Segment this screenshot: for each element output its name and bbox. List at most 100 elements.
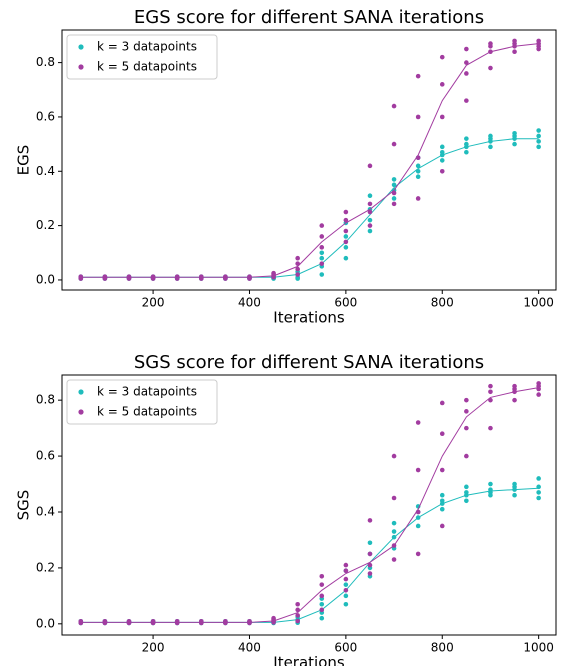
point bbox=[319, 607, 325, 613]
point bbox=[439, 492, 445, 498]
point bbox=[391, 141, 397, 147]
point bbox=[174, 619, 180, 624]
point bbox=[415, 174, 421, 180]
point bbox=[295, 255, 300, 261]
point bbox=[319, 272, 325, 277]
y-axis-label: EGS bbox=[15, 145, 33, 176]
point bbox=[415, 114, 421, 120]
point bbox=[391, 495, 397, 501]
point bbox=[319, 601, 325, 607]
y-tick-label: 0.2 bbox=[36, 560, 55, 574]
point bbox=[415, 155, 421, 160]
point bbox=[439, 400, 445, 406]
point bbox=[439, 168, 445, 174]
point bbox=[150, 274, 156, 279]
point bbox=[488, 49, 493, 55]
point bbox=[198, 274, 204, 279]
fit-line bbox=[80, 43, 539, 278]
y-tick-label: 0.0 bbox=[36, 272, 55, 286]
point bbox=[391, 520, 397, 526]
point bbox=[367, 201, 373, 207]
point bbox=[439, 506, 445, 512]
point bbox=[319, 615, 325, 621]
point bbox=[319, 261, 325, 266]
legend-box bbox=[66, 34, 218, 80]
point bbox=[391, 196, 397, 201]
point bbox=[464, 46, 469, 52]
legend-label: k = 3 datapoints bbox=[97, 40, 197, 54]
legend-label: k = 5 datapoints bbox=[97, 405, 197, 419]
chart-title: SGS score for different SANA iterations bbox=[134, 352, 484, 373]
point bbox=[488, 389, 493, 395]
point bbox=[415, 467, 421, 473]
legend-marker bbox=[78, 409, 84, 415]
legend-marker bbox=[78, 389, 84, 395]
x-axis-label: Iterations bbox=[273, 309, 345, 327]
x-tick-label: 600 bbox=[334, 296, 357, 310]
point bbox=[512, 141, 517, 147]
point bbox=[439, 114, 445, 120]
point bbox=[536, 476, 541, 481]
legend-label: k = 3 datapoints bbox=[97, 385, 197, 399]
x-tick-label: 200 bbox=[142, 296, 165, 310]
point bbox=[488, 487, 493, 492]
point bbox=[415, 515, 421, 520]
point bbox=[512, 492, 517, 498]
point bbox=[391, 201, 397, 207]
point bbox=[439, 82, 445, 87]
point bbox=[198, 619, 204, 624]
point bbox=[464, 409, 469, 414]
x-axis-label: Iterations bbox=[273, 654, 345, 667]
point bbox=[439, 149, 445, 155]
chart-title: EGS score for different SANA iterations bbox=[134, 7, 484, 28]
y-tick-label: 0.0 bbox=[36, 616, 55, 630]
point bbox=[512, 130, 517, 136]
point bbox=[319, 593, 325, 599]
point bbox=[367, 551, 373, 557]
point bbox=[536, 484, 541, 490]
fit-line bbox=[80, 487, 539, 623]
point bbox=[367, 193, 373, 199]
point bbox=[391, 190, 397, 196]
point bbox=[439, 158, 445, 163]
plot-frame bbox=[61, 374, 557, 636]
point bbox=[391, 182, 397, 188]
point bbox=[512, 481, 517, 487]
point bbox=[415, 523, 421, 529]
point bbox=[464, 149, 469, 155]
point bbox=[295, 613, 300, 618]
point bbox=[536, 490, 541, 495]
point bbox=[78, 274, 84, 279]
point bbox=[367, 562, 373, 568]
point bbox=[367, 518, 373, 523]
point bbox=[464, 60, 469, 65]
y-tick-label: 0.6 bbox=[36, 109, 55, 123]
fit-line bbox=[80, 138, 539, 278]
point bbox=[367, 540, 373, 546]
point bbox=[512, 383, 517, 389]
x-tick-label: 1000 bbox=[523, 296, 554, 310]
point bbox=[343, 234, 349, 239]
point bbox=[391, 557, 397, 562]
point bbox=[367, 223, 373, 228]
point bbox=[512, 49, 517, 55]
point bbox=[271, 615, 276, 621]
plot-frame bbox=[61, 29, 557, 291]
x-tick-label: 1000 bbox=[523, 641, 554, 655]
point bbox=[319, 234, 325, 239]
point bbox=[464, 498, 469, 504]
point bbox=[464, 484, 469, 490]
point bbox=[439, 144, 445, 150]
fit-line bbox=[80, 387, 539, 623]
y-tick-label: 0.2 bbox=[36, 218, 55, 232]
point bbox=[512, 38, 517, 44]
point bbox=[343, 228, 349, 234]
point bbox=[367, 217, 373, 223]
point bbox=[536, 495, 541, 501]
point bbox=[295, 266, 300, 272]
point bbox=[415, 551, 421, 557]
point bbox=[536, 139, 541, 144]
y-tick-label: 0.4 bbox=[36, 164, 55, 178]
x-tick-label: 800 bbox=[431, 296, 454, 310]
point bbox=[488, 65, 493, 71]
